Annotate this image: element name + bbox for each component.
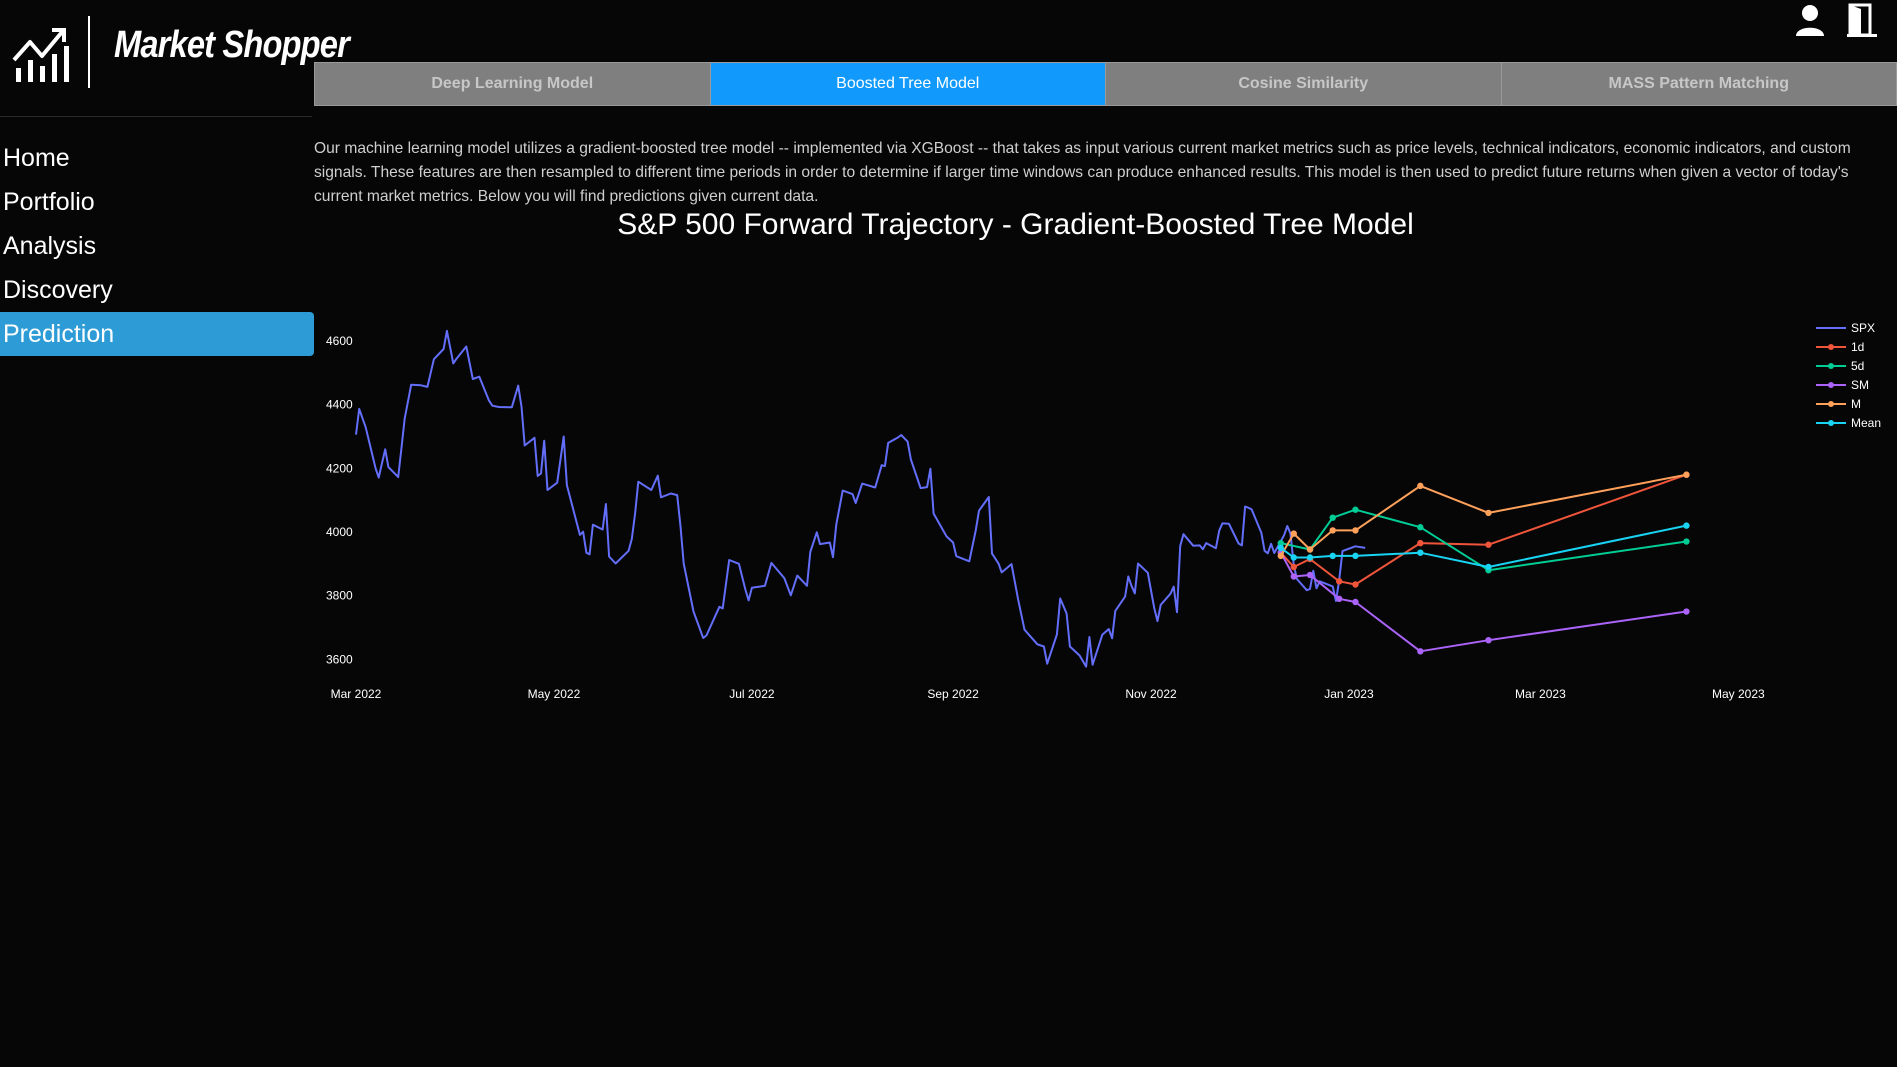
logout-door-icon[interactable] [1847,3,1877,37]
growth-chart-icon [12,28,69,82]
series-line-spx [355,329,1366,668]
x-tick-label: Jul 2022 [729,687,775,701]
legend-marker-1d [1828,344,1834,350]
sidebar-item-discovery[interactable]: Discovery [3,276,113,304]
data-point-1d [1336,578,1343,585]
legend-marker-m [1828,401,1834,407]
data-point-5d [1352,506,1359,513]
legend-label-5d: 5d [1851,359,1864,373]
sidebar-item-prediction[interactable]: Prediction [0,312,314,356]
legend-label-m: M [1851,397,1861,411]
sidebar-item-portfolio[interactable]: Portfolio [3,188,95,216]
data-point-mean [1352,552,1359,560]
data-point-sm [1683,608,1690,615]
y-tick-label: 4400 [326,398,353,412]
data-point-m [1683,471,1690,478]
tab-boosted-tree-model[interactable]: Boosted Tree Model [710,63,1106,105]
data-point-1d [1290,563,1297,571]
tab-deep-learning-model[interactable]: Deep Learning Model [315,63,711,105]
legend-label-mean: Mean [1851,416,1881,430]
forward-trajectory-chart[interactable]: 3600 3800 4000 4200 4400 4600 Mar 2022 May 2022… [0,0,1897,720]
data-point-5d [1417,524,1424,531]
x-tick-label: Jan 2023 [1324,687,1374,701]
legend-label-1d: 1d [1851,340,1864,354]
data-point-mean [1417,549,1424,556]
data-point-mean [1683,522,1690,529]
y-tick-label: 4600 [326,334,353,348]
data-point-m [1290,530,1297,537]
tab-cosine-similarity[interactable]: Cosine Similarity [1106,63,1502,105]
data-point-1d [1417,539,1424,547]
data-point-sm [1290,573,1297,580]
sidebar-item-home[interactable]: Home [3,144,70,172]
data-point-mean [1277,544,1285,552]
data-point-m [1485,509,1492,517]
data-point-sm [1336,595,1343,603]
tab-mass-pattern-matching[interactable]: MASS Pattern Matching [1501,63,1896,105]
legend-label-spx: SPX [1851,321,1875,335]
series-line-m [1279,473,1687,557]
user-icon[interactable] [1795,4,1825,36]
data-point-mean [1290,554,1297,561]
data-point-m [1417,482,1424,490]
legend-marker-5d [1828,363,1834,369]
header-icons [1795,0,1877,40]
brand-header: Market Shopper [0,0,350,117]
sidebar-item-analysis[interactable]: Analysis [3,232,97,260]
data-point-mean [1329,552,1336,560]
x-tick-label: May 2022 [528,687,581,701]
y-tick-label: 3800 [326,589,353,603]
y-tick-label: 3600 [326,652,353,666]
x-tick-label: Mar 2023 [1515,687,1566,701]
data-point-m [1329,527,1336,534]
data-point-5d [1277,539,1285,547]
data-point-5d [1683,538,1690,545]
data-point-m [1352,527,1359,534]
brand-name: Market Shopper [114,24,350,66]
x-tick-label: Nov 2022 [1125,687,1177,701]
legend-marker-sm [1828,382,1834,388]
sidebar: Home Portfolio Analysis Discovery Predic… [0,136,314,356]
y-tick-label: 4200 [326,461,353,475]
data-point-m [1306,546,1314,553]
legend-marker-mean [1828,420,1834,426]
data-point-1d [1352,581,1359,588]
model-tabs: Deep Learning Model Boosted Tree Model C… [314,62,1897,106]
data-point-1d [1485,541,1492,548]
data-point-sm [1417,648,1424,655]
x-tick-label: Sep 2022 [927,687,979,701]
x-tick-label: May 2023 [1712,687,1765,701]
data-point-mean [1485,563,1492,571]
data-point-sm [1485,636,1492,644]
legend-label-sm: SM [1851,378,1869,392]
data-point-5d [1329,514,1336,521]
y-tick-label: 4000 [326,525,353,539]
data-point-mean [1306,554,1314,561]
data-point-m [1277,552,1285,560]
chart-title: S&P 500 Forward Trajectory - Gradient-Bo… [617,208,1414,241]
model-description: Our machine learning model utilizes a gr… [314,139,1851,205]
data-point-sm [1352,598,1359,606]
x-tick-label: Mar 2022 [331,687,382,701]
logo-divider [88,16,90,88]
data-point-sm [1306,571,1314,579]
